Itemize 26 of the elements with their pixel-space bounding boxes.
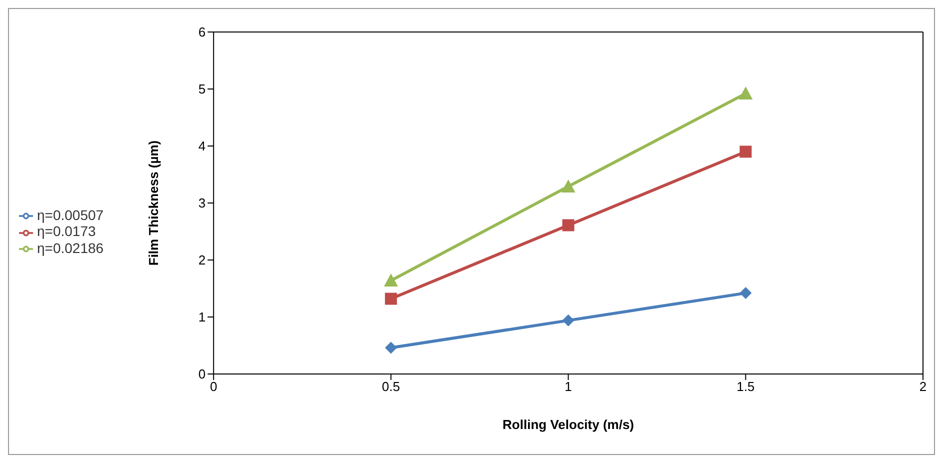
y-tick-label: 5 bbox=[198, 82, 206, 97]
y-tick-label: 0 bbox=[198, 366, 206, 382]
x-tick-label: 1.5 bbox=[736, 379, 755, 394]
y-axis-title: Film Thickness (µm) bbox=[146, 140, 162, 266]
point bbox=[740, 287, 752, 300]
x-tick-label: 0.5 bbox=[382, 379, 400, 394]
x-tick-label: 2 bbox=[919, 379, 927, 394]
x-tick-label: 1 bbox=[564, 379, 572, 394]
y-tick-label: 3 bbox=[198, 196, 206, 211]
y-tick-label: 6 bbox=[198, 24, 206, 40]
y-tick-label: 4 bbox=[198, 138, 206, 154]
point bbox=[561, 179, 576, 192]
y-tick-label: 1 bbox=[198, 310, 206, 325]
legend-label: η=0.02186 bbox=[37, 240, 104, 256]
point bbox=[562, 219, 574, 232]
legend-label: η=0.00507 bbox=[37, 207, 104, 224]
point bbox=[384, 342, 397, 354]
point bbox=[562, 314, 574, 326]
point bbox=[740, 146, 752, 158]
x-axis-title: Rolling Velocity (m/s) bbox=[502, 417, 634, 432]
point bbox=[384, 274, 398, 287]
y-tick-label: 2 bbox=[198, 252, 206, 268]
x-tick-label: 0 bbox=[210, 379, 218, 394]
legend-label: η=0.0173 bbox=[37, 223, 96, 240]
point bbox=[738, 86, 753, 100]
point bbox=[384, 292, 397, 305]
